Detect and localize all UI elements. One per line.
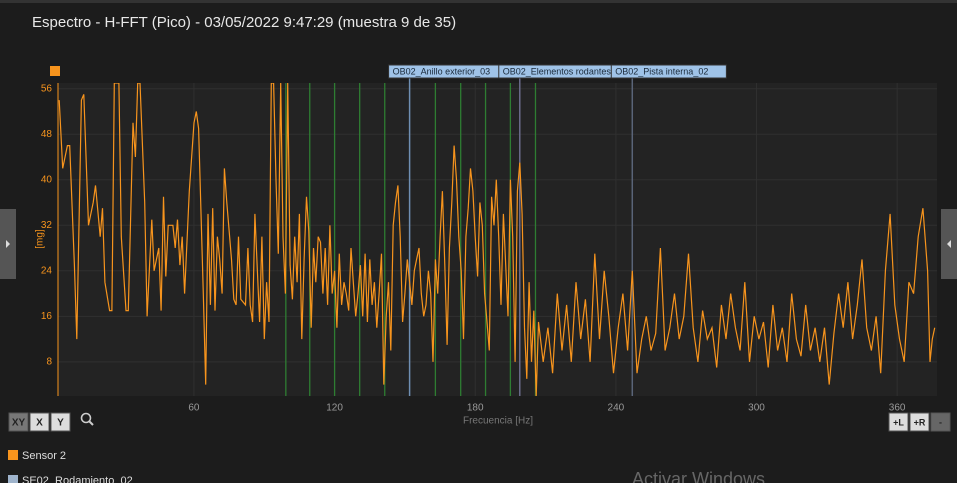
x-tick-label: 300 [748,403,765,414]
button-label: - [939,417,942,427]
marker-label: OB02_Anillo exterior_03 [393,66,491,76]
button[interactable] [29,412,50,432]
button[interactable] [909,412,930,432]
marker-label: OB02_Pista interna_02 [615,66,708,76]
button[interactable] [930,412,951,432]
y-tick-label: 40 [41,174,53,185]
button-label: +L [893,417,904,427]
zoom-icon-handle [88,420,94,426]
button[interactable] [888,412,909,432]
y-tick-label: 16 [41,311,53,322]
y-tick-label: 32 [41,220,53,231]
y-tick-label: 56 [41,83,53,94]
zoom-icon[interactable] [80,412,92,424]
button-label: Y [57,418,64,429]
button-label: X [36,418,43,429]
legend-swatch[interactable] [8,475,18,483]
y-tick-label: 8 [46,356,52,367]
series-line [58,83,936,396]
x-axis-label: Frecuencia [Hz] [463,416,533,427]
arrow [6,240,10,248]
y-tick-label: 48 [41,129,53,140]
legend-swatch[interactable] [8,450,18,460]
legend-label[interactable]: Sensor 2 [22,450,66,462]
button[interactable] [50,412,71,432]
plot-area [58,83,937,396]
y-axis-label: [mg] [35,229,46,249]
series-group [58,83,936,396]
x-tick-label: 180 [467,403,484,414]
x-tick-label: 120 [326,403,343,414]
x-tick-label: 360 [889,403,906,414]
marker-label-box [610,64,727,79]
marker-label: OB02_Elementos rodantes [503,66,612,76]
x-tick-label: 60 [188,403,200,414]
arrow [947,240,951,248]
button-label: +R [914,417,926,427]
chart-title: Espectro - H-FFT (Pico) - 03/05/2022 9:4… [32,14,456,31]
top-bar [0,0,957,3]
legend-label[interactable]: SE02_Rodamiento_02 [22,475,133,483]
button[interactable] [8,412,29,432]
button-label: XY [12,418,26,429]
watermark: Activar Windows [632,469,765,483]
series-icon[interactable] [50,66,60,76]
x-tick-label: 240 [608,403,625,414]
y-tick-label: 24 [41,265,53,276]
